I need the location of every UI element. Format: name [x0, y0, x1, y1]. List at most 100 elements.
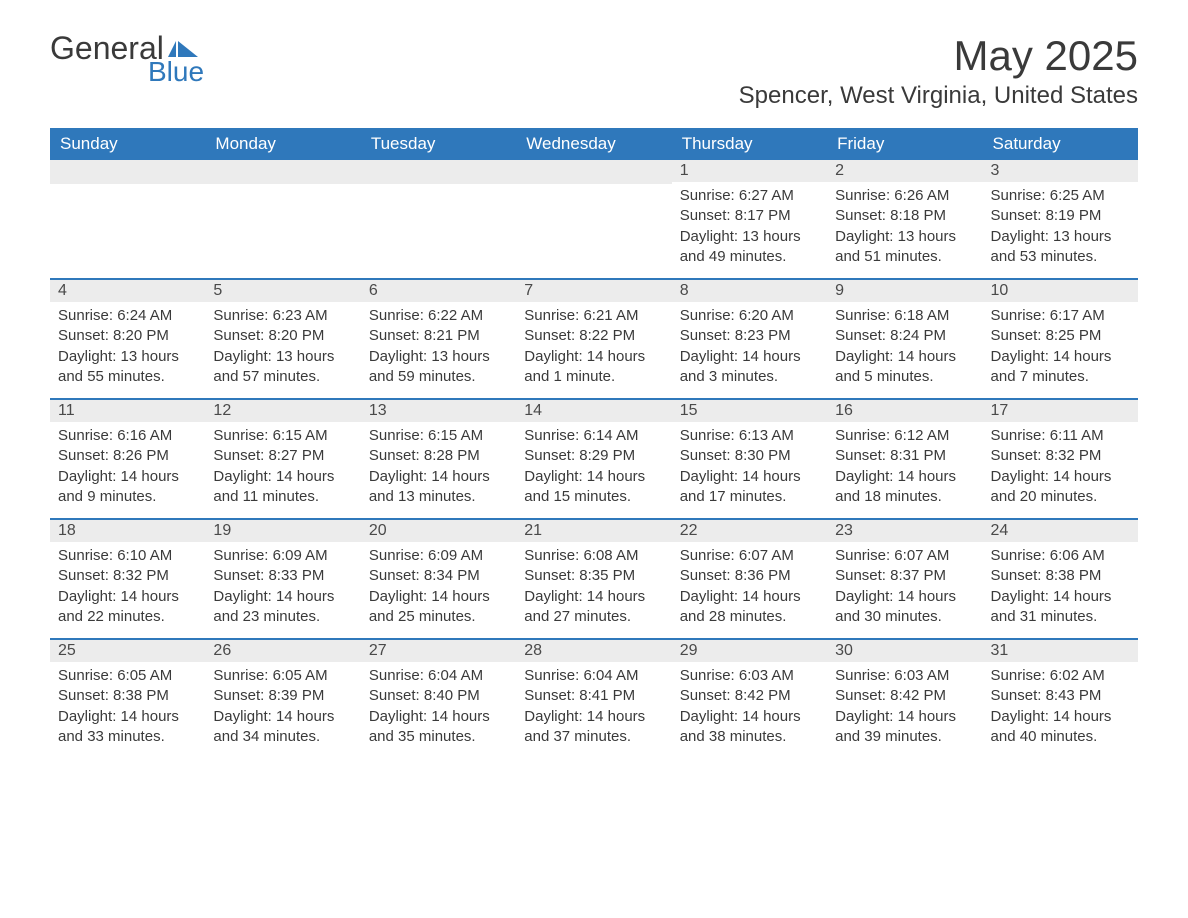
sunrise-line: Sunrise: 6:04 AM [369, 666, 508, 686]
sunrise-line: Sunrise: 6:25 AM [991, 186, 1130, 206]
day-details: Sunrise: 6:09 AMSunset: 8:33 PMDaylight:… [205, 542, 360, 637]
daylight-line: Daylight: 14 hours and 25 minutes. [369, 587, 508, 628]
sunset-line: Sunset: 8:28 PM [369, 446, 508, 466]
daylight-line: Daylight: 14 hours and 34 minutes. [213, 707, 352, 748]
day-details: Sunrise: 6:17 AMSunset: 8:25 PMDaylight:… [983, 302, 1138, 397]
calendar-week: 1Sunrise: 6:27 AMSunset: 8:17 PMDaylight… [50, 160, 1138, 278]
sunrise-line: Sunrise: 6:13 AM [680, 426, 819, 446]
day-details: Sunrise: 6:07 AMSunset: 8:37 PMDaylight:… [827, 542, 982, 637]
sunset-line: Sunset: 8:22 PM [524, 326, 663, 346]
sunset-line: Sunset: 8:27 PM [213, 446, 352, 466]
sunrise-line: Sunrise: 6:21 AM [524, 306, 663, 326]
sunset-line: Sunset: 8:24 PM [835, 326, 974, 346]
daylight-line: Daylight: 14 hours and 37 minutes. [524, 707, 663, 748]
day-number: 22 [672, 520, 827, 542]
daylight-line: Daylight: 13 hours and 53 minutes. [991, 227, 1130, 268]
calendar-day: 14Sunrise: 6:14 AMSunset: 8:29 PMDayligh… [516, 400, 671, 518]
daylight-line: Daylight: 14 hours and 40 minutes. [991, 707, 1130, 748]
sunset-line: Sunset: 8:17 PM [680, 206, 819, 226]
day-details: Sunrise: 6:26 AMSunset: 8:18 PMDaylight:… [827, 182, 982, 277]
daylight-line: Daylight: 13 hours and 57 minutes. [213, 347, 352, 388]
day-details: Sunrise: 6:21 AMSunset: 8:22 PMDaylight:… [516, 302, 671, 397]
day-details: Sunrise: 6:06 AMSunset: 8:38 PMDaylight:… [983, 542, 1138, 637]
day-details: Sunrise: 6:04 AMSunset: 8:40 PMDaylight:… [361, 662, 516, 757]
logo: General Blue [50, 32, 204, 86]
calendar-day: 19Sunrise: 6:09 AMSunset: 8:33 PMDayligh… [205, 520, 360, 638]
day-number: 25 [50, 640, 205, 662]
calendar-day: 25Sunrise: 6:05 AMSunset: 8:38 PMDayligh… [50, 640, 205, 758]
weekday-header-row: SundayMondayTuesdayWednesdayThursdayFrid… [50, 128, 1138, 160]
weekday-header: Thursday [672, 128, 827, 160]
daylight-line: Daylight: 13 hours and 59 minutes. [369, 347, 508, 388]
calendar-day: 30Sunrise: 6:03 AMSunset: 8:42 PMDayligh… [827, 640, 982, 758]
daylight-line: Daylight: 14 hours and 17 minutes. [680, 467, 819, 508]
daylight-line: Daylight: 14 hours and 3 minutes. [680, 347, 819, 388]
calendar-day: 31Sunrise: 6:02 AMSunset: 8:43 PMDayligh… [983, 640, 1138, 758]
calendar-day: 18Sunrise: 6:10 AMSunset: 8:32 PMDayligh… [50, 520, 205, 638]
sunset-line: Sunset: 8:37 PM [835, 566, 974, 586]
sunset-line: Sunset: 8:41 PM [524, 686, 663, 706]
calendar-week: 11Sunrise: 6:16 AMSunset: 8:26 PMDayligh… [50, 398, 1138, 518]
day-details: Sunrise: 6:25 AMSunset: 8:19 PMDaylight:… [983, 182, 1138, 277]
sunset-line: Sunset: 8:23 PM [680, 326, 819, 346]
day-number [205, 160, 360, 184]
daylight-line: Daylight: 14 hours and 31 minutes. [991, 587, 1130, 628]
sunrise-line: Sunrise: 6:14 AM [524, 426, 663, 446]
sunset-line: Sunset: 8:39 PM [213, 686, 352, 706]
calendar-day [205, 160, 360, 278]
day-details: Sunrise: 6:03 AMSunset: 8:42 PMDaylight:… [672, 662, 827, 757]
sunrise-line: Sunrise: 6:24 AM [58, 306, 197, 326]
sunrise-line: Sunrise: 6:23 AM [213, 306, 352, 326]
calendar-day: 24Sunrise: 6:06 AMSunset: 8:38 PMDayligh… [983, 520, 1138, 638]
day-number: 12 [205, 400, 360, 422]
sunrise-line: Sunrise: 6:15 AM [369, 426, 508, 446]
day-number: 17 [983, 400, 1138, 422]
day-number: 7 [516, 280, 671, 302]
day-details: Sunrise: 6:18 AMSunset: 8:24 PMDaylight:… [827, 302, 982, 397]
calendar-day: 15Sunrise: 6:13 AMSunset: 8:30 PMDayligh… [672, 400, 827, 518]
header: General Blue May 2025 Spencer, West Virg… [50, 32, 1138, 110]
day-number: 8 [672, 280, 827, 302]
sunrise-line: Sunrise: 6:11 AM [991, 426, 1130, 446]
sunset-line: Sunset: 8:42 PM [680, 686, 819, 706]
sunset-line: Sunset: 8:32 PM [991, 446, 1130, 466]
calendar-day [50, 160, 205, 278]
day-number: 5 [205, 280, 360, 302]
daylight-line: Daylight: 14 hours and 33 minutes. [58, 707, 197, 748]
day-number: 9 [827, 280, 982, 302]
day-details: Sunrise: 6:27 AMSunset: 8:17 PMDaylight:… [672, 182, 827, 277]
day-details: Sunrise: 6:05 AMSunset: 8:39 PMDaylight:… [205, 662, 360, 757]
calendar-day: 26Sunrise: 6:05 AMSunset: 8:39 PMDayligh… [205, 640, 360, 758]
sunset-line: Sunset: 8:25 PM [991, 326, 1130, 346]
sunset-line: Sunset: 8:35 PM [524, 566, 663, 586]
calendar-day: 8 Sunrise: 6:20 AMSunset: 8:23 PMDaylight… [672, 280, 827, 398]
day-details: Sunrise: 6:10 AMSunset: 8:32 PMDaylight:… [50, 542, 205, 637]
day-number: 1 [672, 160, 827, 182]
calendar-day: 6Sunrise: 6:22 AMSunset: 8:21 PMDaylight… [361, 280, 516, 398]
calendar-week: 18Sunrise: 6:10 AMSunset: 8:32 PMDayligh… [50, 518, 1138, 638]
sunrise-line: Sunrise: 6:20 AM [680, 306, 819, 326]
day-number: 18 [50, 520, 205, 542]
calendar-day: 12Sunrise: 6:15 AMSunset: 8:27 PMDayligh… [205, 400, 360, 518]
sunrise-line: Sunrise: 6:18 AM [835, 306, 974, 326]
day-details: Sunrise: 6:08 AMSunset: 8:35 PMDaylight:… [516, 542, 671, 637]
sunrise-line: Sunrise: 6:08 AM [524, 546, 663, 566]
sunrise-line: Sunrise: 6:16 AM [58, 426, 197, 446]
daylight-line: Daylight: 14 hours and 9 minutes. [58, 467, 197, 508]
day-details: Sunrise: 6:05 AMSunset: 8:38 PMDaylight:… [50, 662, 205, 757]
daylight-line: Daylight: 14 hours and 11 minutes. [213, 467, 352, 508]
sunrise-line: Sunrise: 6:05 AM [213, 666, 352, 686]
month-title: May 2025 [739, 32, 1138, 80]
calendar-day: 27Sunrise: 6:04 AMSunset: 8:40 PMDayligh… [361, 640, 516, 758]
sunrise-line: Sunrise: 6:06 AM [991, 546, 1130, 566]
sunset-line: Sunset: 8:40 PM [369, 686, 508, 706]
day-number: 20 [361, 520, 516, 542]
calendar-day: 1Sunrise: 6:27 AMSunset: 8:17 PMDaylight… [672, 160, 827, 278]
sunset-line: Sunset: 8:20 PM [58, 326, 197, 346]
day-details: Sunrise: 6:13 AMSunset: 8:30 PMDaylight:… [672, 422, 827, 517]
daylight-line: Daylight: 14 hours and 15 minutes. [524, 467, 663, 508]
calendar-day: 23Sunrise: 6:07 AMSunset: 8:37 PMDayligh… [827, 520, 982, 638]
sunrise-line: Sunrise: 6:09 AM [213, 546, 352, 566]
daylight-line: Daylight: 14 hours and 28 minutes. [680, 587, 819, 628]
day-number: 10 [983, 280, 1138, 302]
